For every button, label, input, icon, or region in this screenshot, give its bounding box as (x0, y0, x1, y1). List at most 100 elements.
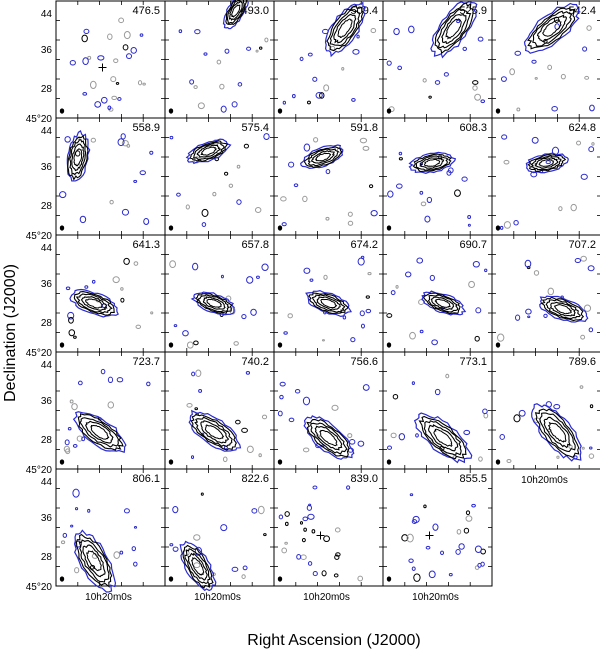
panel-ticks (274, 235, 383, 352)
noise-contour (482, 408, 488, 415)
noise-contour (472, 85, 478, 91)
noise-contour (347, 211, 353, 217)
emission-contour (190, 413, 237, 451)
noise-contour (111, 95, 118, 101)
noise-contour (121, 140, 129, 147)
noise-contour (201, 222, 207, 227)
noise-contour (499, 433, 505, 440)
noise-contour (474, 93, 482, 101)
noise-contour (282, 100, 287, 105)
noise-contour (465, 510, 471, 516)
noise-contour (581, 446, 585, 450)
noise-contour (287, 313, 293, 319)
noise-contour (60, 540, 66, 545)
emission-contour (85, 298, 104, 309)
noise-contours (280, 137, 378, 227)
noise-contour (334, 554, 340, 560)
noise-contour (122, 44, 129, 51)
x-tick-label: 10h20m0s (194, 592, 241, 603)
emission-contour (434, 2, 474, 55)
noise-contour (94, 101, 102, 108)
noise-contour (264, 37, 269, 43)
noise-contour (393, 27, 400, 36)
channel-panel: 558.9 (55, 117, 166, 236)
noise-contour (277, 410, 283, 417)
noise-contour (284, 511, 290, 517)
channel-panel: 509.4 (273, 0, 384, 119)
noise-contour (516, 107, 521, 112)
channel-panel: 674.2 (273, 234, 384, 353)
noise-contour (468, 280, 475, 289)
velocity-label: 575.4 (241, 122, 269, 134)
noise-contour (251, 508, 258, 514)
noise-contour (303, 267, 311, 274)
noise-contour (472, 260, 480, 268)
noise-contour (406, 533, 414, 543)
noise-contour (477, 36, 484, 42)
emission-contour (434, 298, 451, 308)
noise-contour (395, 183, 403, 189)
noise-contour (193, 85, 198, 90)
noise-contour (313, 137, 319, 143)
noise-contour (411, 519, 418, 524)
noise-contour (531, 59, 537, 64)
emission-contour (316, 296, 341, 311)
noise-contour (408, 558, 414, 563)
noise-contour (333, 573, 339, 578)
noise-contour (530, 171, 538, 178)
y-tick-label: 44 (41, 477, 53, 488)
emission-contour (419, 157, 445, 169)
panel-ticks (383, 235, 492, 352)
noise-contour (440, 550, 445, 556)
noise-contour (583, 304, 592, 312)
noise-contour (197, 102, 205, 110)
centre-marker (316, 531, 325, 540)
noise-contour (143, 218, 150, 225)
emission-contour (324, 1, 367, 58)
emission-contour (423, 158, 441, 167)
noise-contours (282, 28, 377, 105)
noise-contour (429, 274, 435, 281)
noise-contour (547, 64, 553, 71)
noise-contour (309, 278, 314, 282)
noise-contour (113, 551, 121, 559)
noise-contour (169, 135, 174, 140)
noise-contour (543, 313, 548, 318)
emission-contour (77, 413, 124, 451)
noise-contour (296, 554, 302, 560)
noise-contour (100, 368, 106, 375)
x-tick-label: 10h20m0s (303, 592, 350, 603)
noise-contour (401, 534, 409, 542)
emission-contour (311, 150, 335, 164)
noise-contour (357, 440, 365, 447)
emission-contour (428, 424, 459, 452)
noise-contour (219, 83, 225, 90)
y-tick-label: 44 (41, 9, 53, 20)
noise-contour (553, 404, 561, 410)
noise-contour (302, 447, 310, 453)
noise-contour (422, 78, 427, 83)
panel-frame (55, 351, 166, 470)
noise-contour (107, 401, 115, 409)
noise-contour (135, 324, 142, 329)
panel-ticks (492, 118, 600, 235)
noise-contour (527, 315, 531, 319)
noise-contour (576, 140, 582, 146)
emission-contour (190, 291, 235, 316)
panel-frame (164, 0, 275, 119)
emission-contour (525, 152, 569, 174)
emission-contours (324, 1, 367, 58)
noise-contour (533, 270, 540, 276)
emission-contour (182, 544, 214, 589)
noise-contour (83, 28, 90, 35)
noise-contour (293, 183, 299, 188)
beam-marker (168, 108, 174, 114)
noise-contour (69, 59, 76, 66)
noise-contour (100, 96, 108, 104)
noise-contours (59, 133, 154, 225)
noise-contour (584, 75, 590, 80)
panel-ticks (56, 235, 165, 352)
channel-panel: 624.8 (491, 117, 600, 236)
emission-contour (423, 292, 461, 315)
noise-contour (294, 388, 301, 394)
